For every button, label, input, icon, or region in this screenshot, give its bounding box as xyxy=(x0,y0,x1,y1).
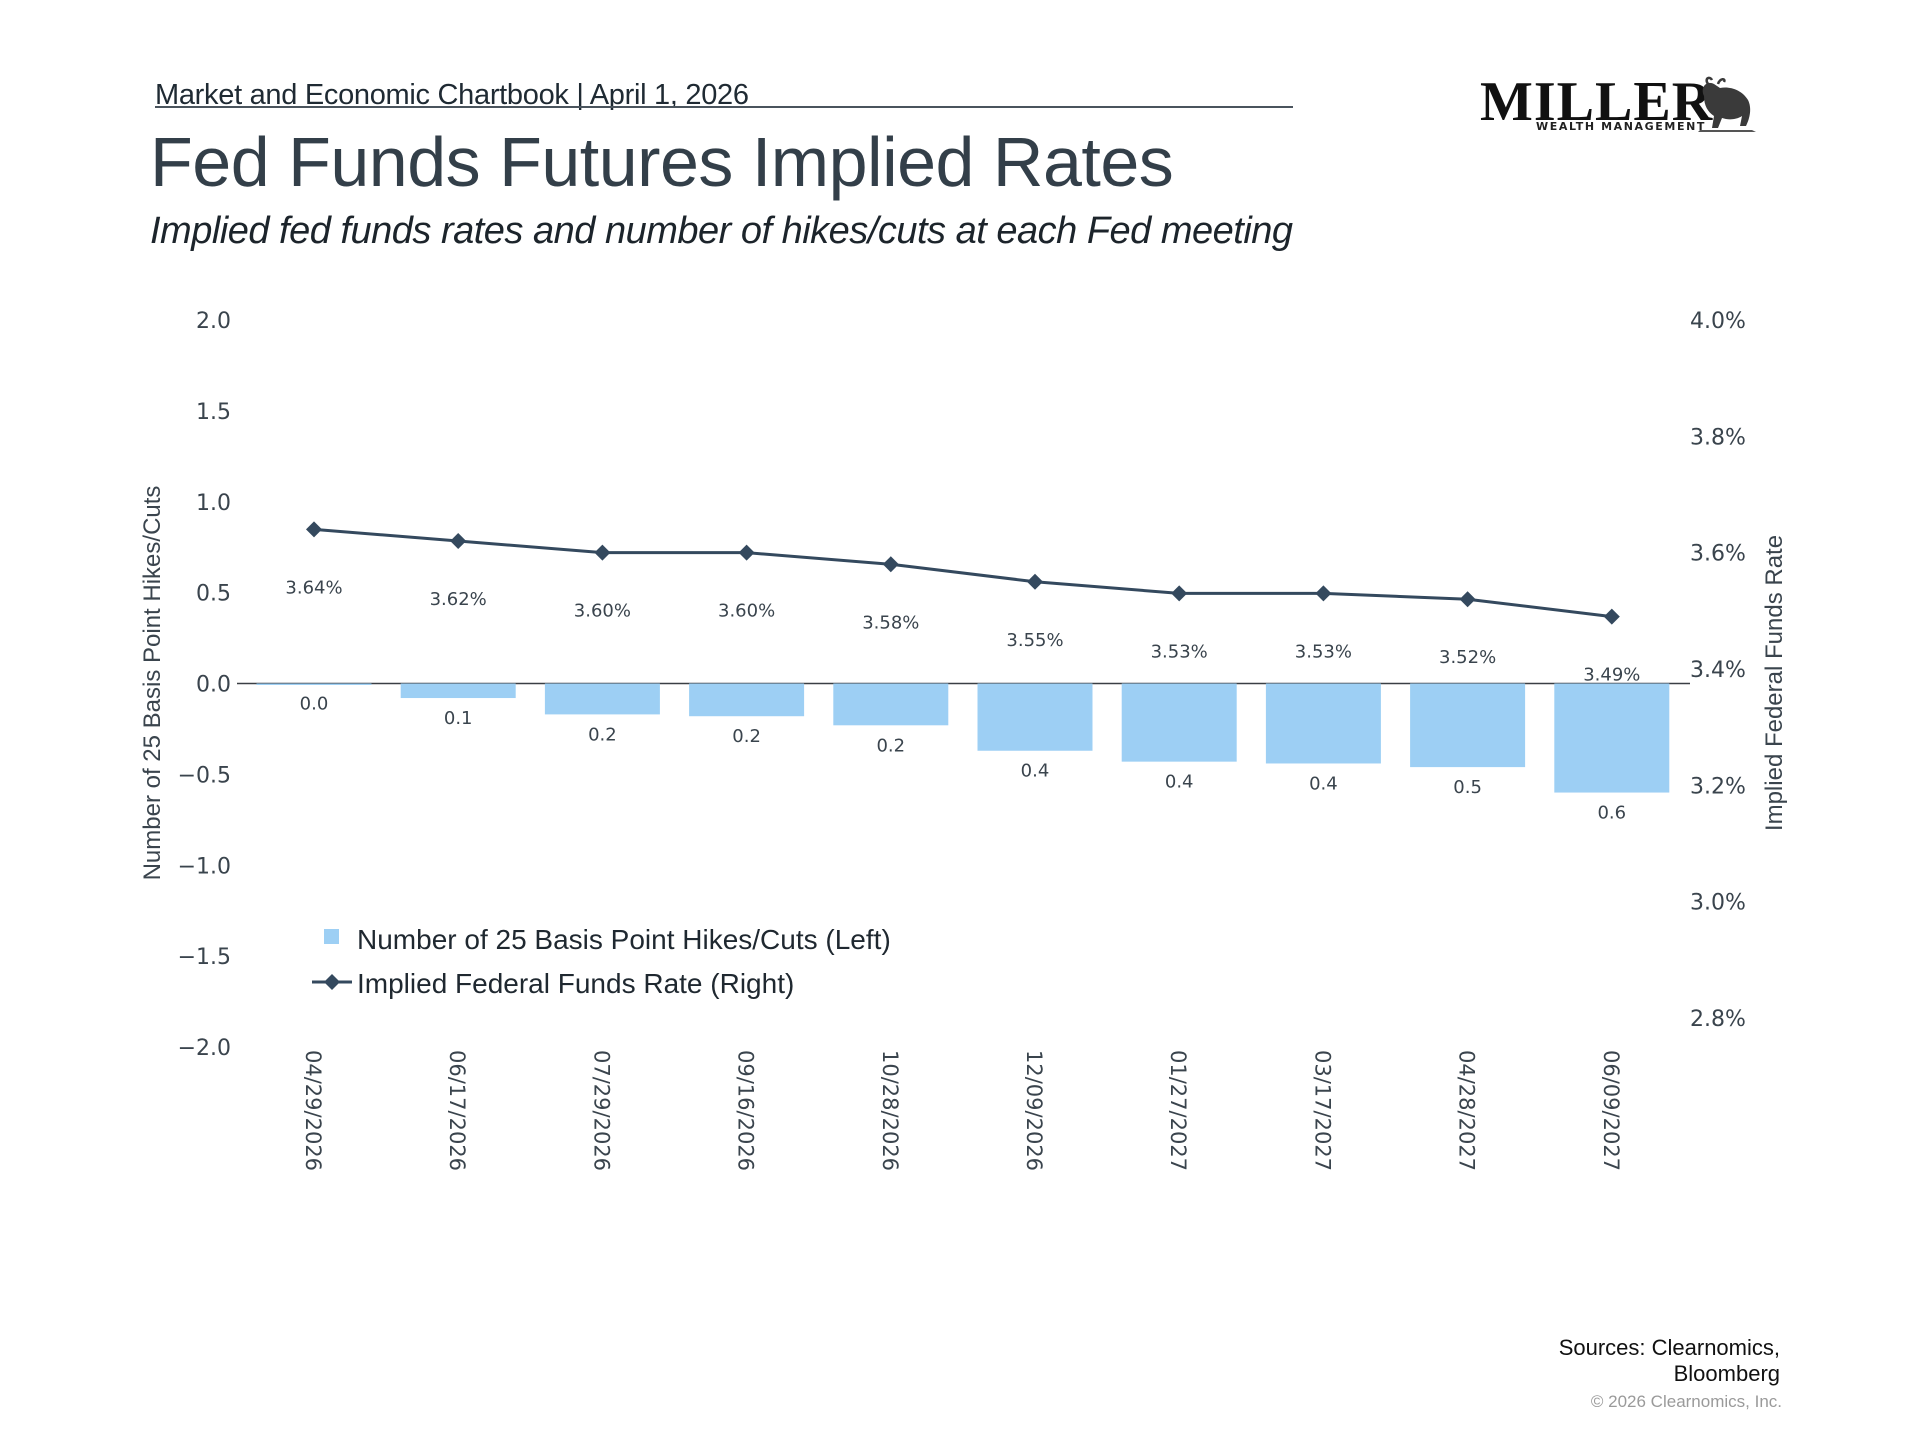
x-axis-tick-label: 03/17/2027 xyxy=(1310,1050,1334,1171)
x-axis-tick-label: 07/29/2026 xyxy=(589,1050,613,1171)
bar-data-label: 0.2 xyxy=(588,724,617,745)
right-axis-tick: 3.8% xyxy=(1690,425,1746,450)
bar xyxy=(1265,683,1381,764)
left-axis-tick: −1.0 xyxy=(178,854,231,879)
right-axis: 4.0% 3.8% 3.6% 3.4% 3.2% 3.0% 2.8% xyxy=(1690,309,1746,1032)
bar xyxy=(977,683,1093,751)
left-axis-tick: −2.0 xyxy=(178,1036,231,1061)
copyright-note: © 2026 Clearnomics, Inc. xyxy=(1590,1392,1782,1411)
sources-line-2: Bloomberg xyxy=(1673,1361,1780,1386)
right-axis-tick: 4.0% xyxy=(1690,309,1746,334)
rate-data-label: 3.52% xyxy=(1439,647,1496,668)
page-title: Fed Funds Futures Implied Rates xyxy=(150,123,1174,201)
logo-wordmark: MILLER xyxy=(1480,71,1714,133)
x-axis-tick-label: 04/28/2027 xyxy=(1455,1050,1479,1171)
bar xyxy=(1410,683,1526,768)
rate-labels: 3.64% 3.62% 3.60% 3.60% 3.58% 3.55% 3.53% 3.53%… xyxy=(285,577,1640,685)
rate-data-label: 3.58% xyxy=(862,612,919,633)
chart-legend: Number of 25 Basis Point Hikes/Cuts (Lef… xyxy=(312,924,891,999)
left-axis-title: Number of 25 Basis Point Hikes/Cuts xyxy=(139,486,166,881)
sources-line-1: Sources: Clearnomics, xyxy=(1558,1335,1780,1360)
bar-data-label: 0.2 xyxy=(732,726,761,747)
x-axis-tick-label: 06/09/2027 xyxy=(1599,1050,1623,1171)
right-axis-tick: 2.8% xyxy=(1690,1007,1746,1032)
legend-diamond-icon xyxy=(324,974,340,990)
bar xyxy=(833,683,949,726)
x-axis-tick-label: 12/09/2026 xyxy=(1022,1050,1046,1171)
right-axis-tick: 3.6% xyxy=(1690,542,1746,567)
legend-bar-label: Number of 25 Basis Point Hikes/Cuts (Lef… xyxy=(357,924,891,955)
left-axis-tick: −1.5 xyxy=(178,945,231,970)
x-axis-tick-label: 10/28/2026 xyxy=(878,1050,902,1171)
bar-data-label: 0.4 xyxy=(1021,761,1050,782)
rate-marker-diamond xyxy=(450,533,467,550)
bar xyxy=(689,683,805,717)
right-axis-tick: 3.0% xyxy=(1690,891,1746,916)
rate-data-label: 3.64% xyxy=(285,577,342,598)
logo-subtitle: WEALTH MANAGEMENT xyxy=(1536,120,1706,133)
miller-logo: MILLER WEALTH MANAGEMENT xyxy=(1480,70,1756,140)
rate-marker-diamond xyxy=(306,521,322,538)
rate-data-label: 3.53% xyxy=(1295,641,1352,662)
bar-series xyxy=(256,683,1670,793)
rate-marker-diamond xyxy=(1027,573,1043,590)
bar xyxy=(1554,683,1670,793)
bar-labels: 0.0 0.1 0.2 0.2 0.2 0.4 0.4 0.4 0.5 0.6 xyxy=(300,694,1626,824)
left-axis: 2.0 1.5 1.0 0.5 0.0 −0.5 −1.0 −1.5 −2.0 xyxy=(178,309,231,1061)
bar xyxy=(1121,683,1237,762)
x-axis-ticks: 04/29/2026 06/17/2026 07/29/2026 09/16/2026… xyxy=(301,1050,1623,1171)
bar-data-label: 0.4 xyxy=(1165,772,1194,793)
rate-data-label: 3.53% xyxy=(1151,641,1208,662)
bar-data-label: 0.6 xyxy=(1597,803,1626,824)
page-subtitle: Implied fed funds rates and number of hi… xyxy=(150,210,1293,252)
left-axis-tick: 0.0 xyxy=(196,673,231,698)
header-divider xyxy=(155,106,1293,108)
left-axis-tick: 0.5 xyxy=(196,582,231,607)
rate-marker-diamond xyxy=(1171,585,1188,602)
x-axis-tick-label: 09/16/2026 xyxy=(734,1050,758,1171)
rate-line xyxy=(313,527,1612,619)
legend-line-label: Implied Federal Funds Rate (Right) xyxy=(357,968,794,999)
bar-data-label: 0.5 xyxy=(1453,777,1482,798)
rate-data-label: 3.60% xyxy=(574,601,631,622)
left-axis-tick: 1.0 xyxy=(196,491,231,516)
chartbook-header: Market and Economic Chartbook | April 1,… xyxy=(155,79,749,111)
right-axis-title: Implied Federal Funds Rate xyxy=(1761,535,1788,831)
bar xyxy=(256,683,372,685)
rate-marker-diamond xyxy=(594,544,611,561)
bar-data-label: 0.2 xyxy=(876,735,905,756)
rate-data-label: 3.55% xyxy=(1006,630,1063,651)
rate-data-label: 3.60% xyxy=(718,601,775,622)
bar-data-label: 0.1 xyxy=(444,708,473,729)
left-axis-tick: −0.5 xyxy=(178,763,231,788)
x-axis-tick-label: 06/17/2026 xyxy=(445,1050,469,1171)
right-axis-tick: 3.2% xyxy=(1690,774,1746,799)
right-axis-tick: 3.4% xyxy=(1690,658,1746,683)
rate-marker-diamond xyxy=(1459,591,1476,608)
left-axis-tick: 1.5 xyxy=(196,400,231,425)
bar-data-label: 0.4 xyxy=(1309,773,1338,794)
sources-note: Sources: Clearnomics, Bloomberg xyxy=(1520,1335,1780,1387)
x-axis-tick-label: 04/29/2026 xyxy=(301,1050,325,1171)
rate-marker-diamond xyxy=(1315,585,1332,602)
rate-marker-diamond xyxy=(1603,608,1620,625)
x-axis-tick-label: 01/27/2027 xyxy=(1166,1050,1190,1171)
rate-marker-diamond xyxy=(738,544,755,561)
left-axis-tick: 2.0 xyxy=(196,309,231,334)
bar xyxy=(544,683,660,715)
bar xyxy=(400,683,516,699)
rate-data-label: 3.49% xyxy=(1583,665,1640,686)
bar-data-label: 0.0 xyxy=(300,694,329,715)
bull-icon xyxy=(1698,76,1756,132)
rate-marker-diamond xyxy=(882,556,899,573)
legend-bar-swatch xyxy=(324,929,339,944)
rate-data-label: 3.62% xyxy=(430,589,487,610)
rate-line-series xyxy=(306,521,1620,625)
